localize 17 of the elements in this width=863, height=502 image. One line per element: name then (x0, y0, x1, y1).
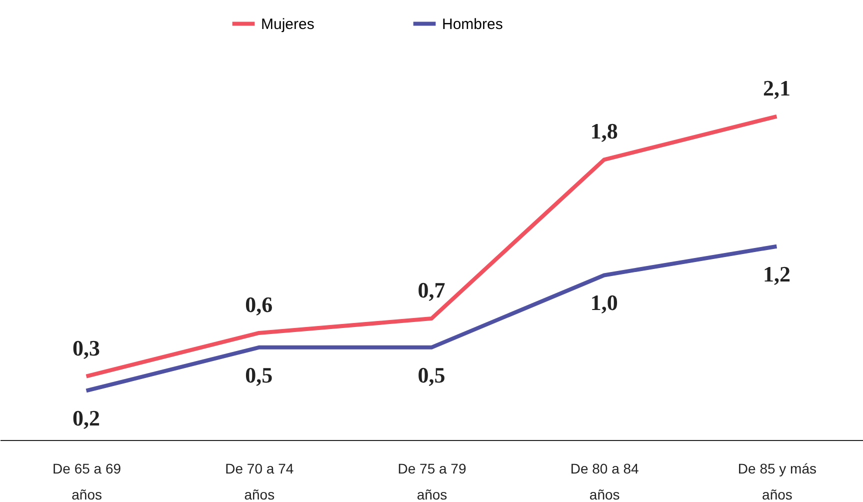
data-label: 0,5 (245, 362, 273, 388)
data-label: 1,8 (590, 118, 618, 144)
data-label: 0,6 (245, 292, 273, 317)
data-label: 0,5 (418, 362, 446, 388)
data-label: 1,2 (762, 261, 790, 286)
x-tick-label: De 65 a 69 años (52, 460, 122, 502)
x-tick-label: De 70 a 74 años (225, 460, 294, 502)
data-label: 0,2 (72, 406, 100, 431)
data-label: 0,3 (72, 335, 100, 360)
x-tick-label: De 75 a 79 años (398, 460, 466, 502)
x-tick-label: De 80 a 84 años (570, 460, 640, 502)
x-tick-label: De 85 y más años (738, 460, 816, 502)
data-label: 1,0 (590, 290, 618, 316)
legend-label: Hombres (442, 16, 503, 33)
data-label: 0,7 (418, 278, 446, 303)
data-label: 2,1 (762, 75, 790, 100)
legend-label: Mujeres (261, 16, 314, 33)
